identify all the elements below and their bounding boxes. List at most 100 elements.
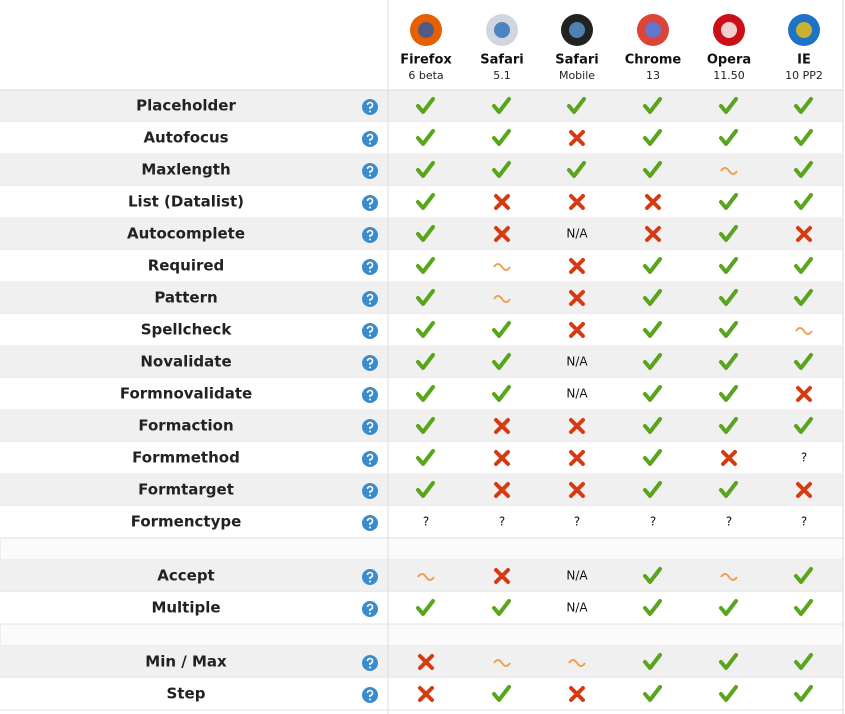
browser-logo-inner <box>796 22 812 38</box>
partial-icon <box>493 659 511 667</box>
partial-icon <box>493 295 511 303</box>
cross-icon <box>494 418 510 434</box>
help-dot <box>369 206 371 209</box>
check-icon <box>643 567 662 584</box>
feature-name: Novalidate <box>140 353 231 371</box>
cell-text: N/A <box>566 387 588 401</box>
help-dot <box>369 270 371 273</box>
help-glyph <box>366 421 374 429</box>
row-bg <box>0 474 843 506</box>
check-icon <box>794 97 813 114</box>
check-icon <box>416 129 435 146</box>
check-icon <box>643 97 662 114</box>
feature-name: Spellcheck <box>141 321 233 339</box>
check-icon <box>719 257 738 274</box>
cross-icon <box>645 194 661 210</box>
check-icon <box>719 417 738 434</box>
help-glyph <box>366 603 374 611</box>
check-icon <box>643 257 662 274</box>
feature-name: Formaction <box>138 417 233 435</box>
cell-text: N/A <box>566 227 588 241</box>
help-glyph <box>366 261 374 269</box>
check-icon <box>416 161 435 178</box>
browser-version: 11.50 <box>713 69 745 82</box>
cross-icon <box>494 450 510 466</box>
cell-text: ? <box>574 515 580 529</box>
check-icon <box>794 193 813 210</box>
browser-logo-inner <box>721 22 737 38</box>
feature-name: Formenctype <box>131 513 242 531</box>
check-icon <box>794 567 813 584</box>
cross-icon <box>569 450 585 466</box>
row-bg <box>0 592 843 624</box>
check-icon <box>416 385 435 402</box>
check-icon <box>492 353 511 370</box>
help-glyph <box>366 229 374 237</box>
check-icon <box>794 129 813 146</box>
browser-version: 10 PP2 <box>785 69 823 82</box>
partial-icon <box>417 573 435 581</box>
help-glyph <box>366 101 374 109</box>
check-icon <box>643 449 662 466</box>
cross-icon <box>569 258 585 274</box>
check-icon <box>416 449 435 466</box>
check-icon <box>719 225 738 242</box>
check-icon <box>794 653 813 670</box>
browser-name: Safari <box>555 53 598 68</box>
check-icon <box>492 385 511 402</box>
check-icon <box>719 97 738 114</box>
help-glyph <box>366 389 374 397</box>
feature-name: Pattern <box>154 289 217 307</box>
help-glyph <box>366 197 374 205</box>
cell-text: N/A <box>566 601 588 615</box>
cell-text: N/A <box>566 569 588 583</box>
row-bg <box>0 346 843 378</box>
check-icon <box>492 129 511 146</box>
feature-name: Min / Max <box>145 653 227 671</box>
browser-name: Safari <box>480 53 523 68</box>
cross-icon <box>569 194 585 210</box>
help-dot <box>369 430 371 433</box>
partial-icon <box>720 167 738 175</box>
feature-name: Step <box>167 685 206 703</box>
help-glyph <box>366 485 374 493</box>
check-icon <box>643 599 662 616</box>
row-bg <box>0 90 843 122</box>
group-gap <box>0 537 844 561</box>
check-icon <box>492 685 511 702</box>
row-bg <box>0 442 843 474</box>
help-dot <box>369 526 371 529</box>
help-dot <box>369 110 371 113</box>
check-icon <box>794 353 813 370</box>
check-icon <box>416 289 435 306</box>
check-icon <box>643 385 662 402</box>
check-icon <box>719 481 738 498</box>
browser-version: Mobile <box>559 69 595 82</box>
help-dot <box>369 580 371 583</box>
browser-logo-inner <box>645 22 661 38</box>
check-icon <box>416 257 435 274</box>
feature-name: Required <box>148 257 225 275</box>
help-dot <box>369 698 371 701</box>
check-icon <box>643 653 662 670</box>
partial-icon <box>568 659 586 667</box>
check-icon <box>492 161 511 178</box>
row-bg <box>0 410 843 442</box>
row-bg <box>0 506 843 538</box>
cell-text: ? <box>423 515 429 529</box>
check-icon <box>794 257 813 274</box>
check-icon <box>719 685 738 702</box>
row-bg <box>0 678 843 710</box>
check-icon <box>794 417 813 434</box>
feature-name: List (Datalist) <box>128 193 244 211</box>
help-glyph <box>366 325 374 333</box>
check-icon <box>492 321 511 338</box>
check-icon <box>416 599 435 616</box>
check-icon <box>567 97 586 114</box>
browser-version: 6 beta <box>408 69 443 82</box>
help-glyph <box>366 453 374 461</box>
cell-text: ? <box>801 515 807 529</box>
feature-name: Autofocus <box>143 129 228 147</box>
check-icon <box>719 599 738 616</box>
